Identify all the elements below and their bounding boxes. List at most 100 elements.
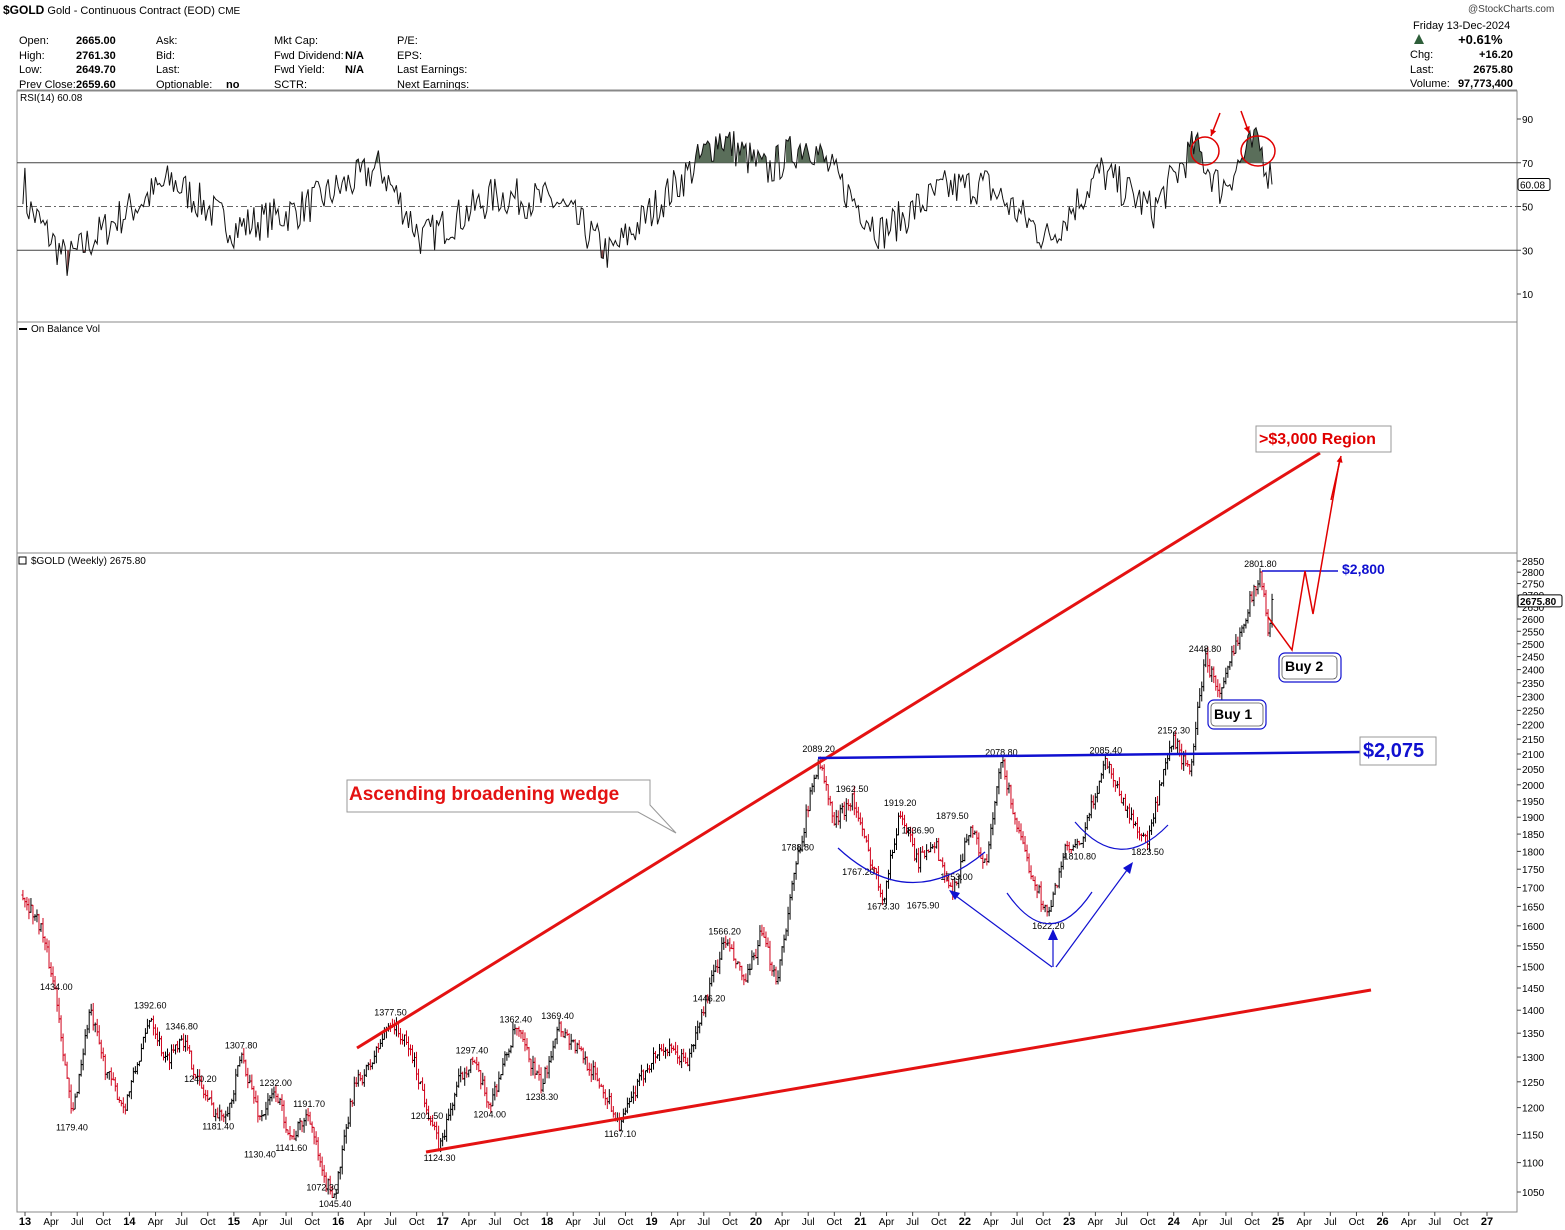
field-label: Fwd Dividend: xyxy=(274,49,344,62)
x-tick-label: 25 xyxy=(1272,1216,1284,1228)
x-tick-label: 22 xyxy=(959,1216,971,1228)
price-label: 1788.80 xyxy=(781,842,814,852)
x-tick-label: Apr xyxy=(1296,1217,1312,1228)
rsi-overbought-fill xyxy=(737,141,746,163)
rsi-arrow-2-head xyxy=(1243,126,1250,133)
pct-change-row: +0.61% xyxy=(1413,33,1503,48)
rsi-oversold-fill xyxy=(601,250,604,259)
x-tick-label: Oct xyxy=(304,1217,320,1228)
field-value: no xyxy=(226,78,240,91)
price-label: 1201.50 xyxy=(411,1111,444,1121)
price-label: 1191.70 xyxy=(293,1099,325,1109)
price-label: 1167.10 xyxy=(604,1129,636,1139)
x-tick-label: 16 xyxy=(332,1216,344,1228)
x-tick-label: 21 xyxy=(854,1216,866,1228)
price-tick-label: 1600 xyxy=(1522,922,1545,933)
price-label: 2085.40 xyxy=(1090,745,1123,755)
price-tick-label: 2800 xyxy=(1522,568,1545,579)
price-tick-label: 2500 xyxy=(1522,640,1545,651)
x-tick-label: Apr xyxy=(879,1217,895,1228)
price-tick-label: 1950 xyxy=(1522,797,1545,808)
price-tick-label: 1550 xyxy=(1522,942,1545,953)
price-label: 1141.60 xyxy=(275,1143,307,1153)
obv-panel-title: On Balance Vol xyxy=(31,324,100,335)
price-label: 1204.00 xyxy=(473,1110,506,1120)
price-tick-label: 1200 xyxy=(1522,1104,1545,1115)
x-tick-label: Jul xyxy=(906,1217,919,1228)
price-label: 2801.80 xyxy=(1244,559,1277,569)
price-tick-label: 2300 xyxy=(1522,692,1545,703)
x-tick-label: Oct xyxy=(200,1217,216,1228)
field-label: Volume: xyxy=(1410,78,1450,90)
wedge-label: Ascending broadening wedge xyxy=(349,784,619,805)
x-tick-label: 17 xyxy=(437,1216,449,1228)
price-tick-label: 2600 xyxy=(1522,615,1545,626)
x-tick-label: Oct xyxy=(96,1217,112,1228)
price-label: 1753.00 xyxy=(940,872,973,882)
price-label: 1307.80 xyxy=(225,1040,258,1050)
field-label: Last: xyxy=(1410,63,1434,76)
x-tick-label: Jul xyxy=(1324,1217,1337,1228)
wedge-callout-box xyxy=(346,779,677,834)
price-label: 1362.40 xyxy=(500,1014,533,1024)
x-tick-label: Jul xyxy=(1428,1217,1441,1228)
rsi-tick-label: 70 xyxy=(1522,159,1534,170)
rsi-peak-circle xyxy=(1190,136,1220,166)
price-tick-label: 1050 xyxy=(1522,1188,1545,1199)
field-value: 2665.00 xyxy=(76,35,116,47)
cup-arc-1 xyxy=(837,847,986,884)
price-label: 1369.40 xyxy=(541,1011,574,1021)
x-tick-label: Jul xyxy=(1115,1217,1128,1228)
x-tick-label: Apr xyxy=(1401,1217,1417,1228)
price-value-label: 2675.80 xyxy=(1520,597,1557,608)
price-tick-label: 2200 xyxy=(1522,721,1545,732)
price-label: 1297.40 xyxy=(456,1045,489,1055)
wedge-upper-line xyxy=(356,451,1321,1050)
price-tick-label: 2750 xyxy=(1522,580,1545,591)
resistance-2075-box xyxy=(1359,736,1437,766)
price-label: 1124.30 xyxy=(424,1153,456,1163)
field-label: Chg: xyxy=(1410,49,1434,61)
x-tick-label: 23 xyxy=(1063,1216,1075,1228)
buy2-box-inner xyxy=(1281,655,1338,680)
rsi-overbought-fill xyxy=(776,145,779,163)
x-tick-label: 14 xyxy=(123,1216,136,1228)
price-label: 1179.40 xyxy=(56,1123,88,1133)
rsi-overbought-fill xyxy=(816,144,827,163)
price-label: 1919.20 xyxy=(884,798,917,808)
price-tick-label: 1850 xyxy=(1522,830,1545,841)
price-value-tag xyxy=(1517,594,1563,608)
price-label: 1434.00 xyxy=(40,982,73,992)
price-tick-label: 1900 xyxy=(1522,813,1545,824)
rsi-line xyxy=(22,126,1273,276)
price-tick-label: 1450 xyxy=(1522,984,1545,995)
x-tick-label: Oct xyxy=(1453,1217,1469,1228)
x-tick-label: 19 xyxy=(645,1216,657,1228)
price-label: 1392.60 xyxy=(134,1001,167,1011)
price-tick-label: 2000 xyxy=(1522,781,1545,792)
price-label: 1377.50 xyxy=(374,1007,407,1017)
price-label: 1240.20 xyxy=(184,1074,217,1084)
price-label: 1072.30 xyxy=(306,1183,339,1193)
field-value: +16.20 xyxy=(1479,49,1513,61)
up-triangle-icon xyxy=(1414,34,1424,44)
x-tick-label: 18 xyxy=(541,1216,553,1228)
field-label: EPS: xyxy=(397,49,423,62)
x-tick-label: Oct xyxy=(827,1217,843,1228)
buy1-label: Buy 1 xyxy=(1214,706,1252,722)
resistance-2075-line xyxy=(817,750,1363,760)
x-tick-label: Oct xyxy=(1140,1217,1156,1228)
cup-arc-2 xyxy=(1006,891,1093,925)
price-label: 1823.50 xyxy=(1131,847,1164,857)
x-tick-label: 20 xyxy=(750,1216,762,1228)
price-label: 2078.80 xyxy=(985,747,1018,757)
x-tick-label: Apr xyxy=(148,1217,164,1228)
field-label: Fwd Yield: xyxy=(274,64,325,76)
field-value: 2649.70 xyxy=(76,64,116,76)
x-tick-label: Apr xyxy=(774,1217,790,1228)
x-tick-label: Jul xyxy=(1011,1217,1024,1228)
price-tick-label: 1100 xyxy=(1522,1159,1544,1170)
price-label: 1836.90 xyxy=(902,826,935,836)
field-label: P/E: xyxy=(397,35,418,47)
